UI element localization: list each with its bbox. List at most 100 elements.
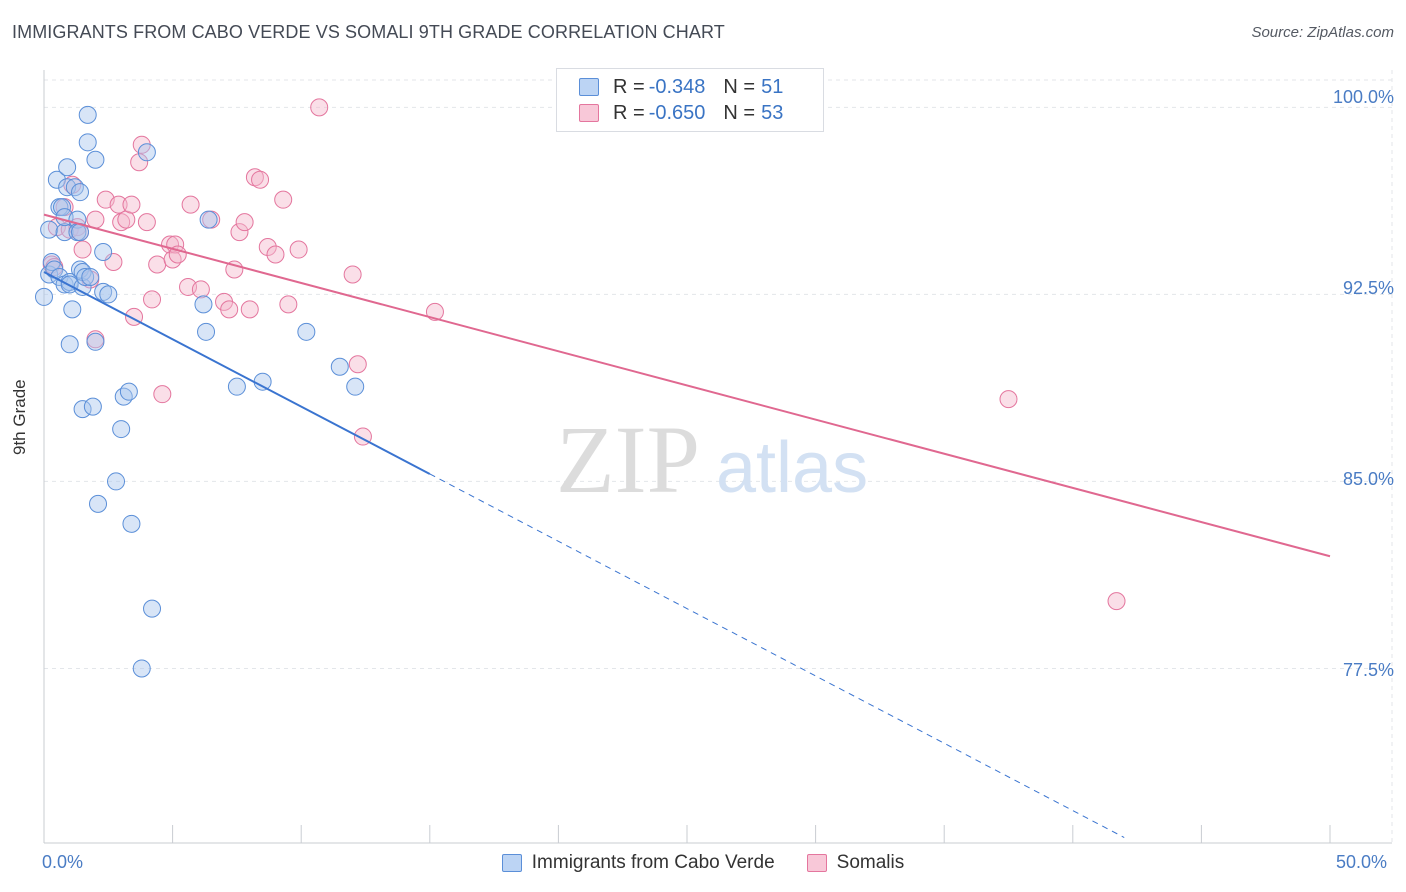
stats-legend: R = -0.348 N = 51 R = -0.650 N = 53 bbox=[556, 68, 824, 132]
data-point bbox=[999, 390, 1018, 409]
data-point bbox=[153, 385, 172, 404]
axes bbox=[43, 70, 1392, 844]
data-point bbox=[73, 240, 92, 259]
data-point bbox=[132, 659, 151, 678]
data-point bbox=[76, 267, 95, 286]
data-point bbox=[137, 143, 156, 162]
data-point bbox=[425, 302, 444, 321]
data-point bbox=[112, 213, 131, 232]
data-point bbox=[94, 282, 113, 301]
data-point bbox=[346, 377, 365, 396]
legend-swatch-pink bbox=[579, 104, 599, 122]
data-point bbox=[117, 210, 136, 229]
data-point bbox=[289, 240, 308, 259]
data-point bbox=[297, 322, 316, 341]
data-point bbox=[137, 213, 156, 232]
data-point bbox=[143, 290, 162, 309]
legend-row-cabo-verde: R = -0.348 N = 51 bbox=[579, 75, 783, 99]
data-point bbox=[240, 300, 259, 319]
legend-item-cabo-verde: Immigrants from Cabo Verde bbox=[501, 852, 775, 874]
legend-r-label: R = bbox=[613, 101, 645, 124]
legend-label-cabo-verde: Immigrants from Cabo Verde bbox=[531, 852, 775, 873]
watermark-atlas: atlas bbox=[716, 428, 868, 508]
x-tick-label-max: 50.0% bbox=[1336, 852, 1388, 872]
data-point bbox=[47, 170, 66, 189]
data-point bbox=[112, 420, 131, 439]
data-point bbox=[40, 220, 59, 239]
data-point bbox=[225, 260, 244, 279]
data-point bbox=[1107, 592, 1126, 611]
data-point bbox=[343, 265, 362, 284]
data-point bbox=[78, 133, 97, 152]
data-point bbox=[258, 238, 277, 257]
legend-n-value: 53 bbox=[761, 101, 784, 124]
legend-item-somalis: Somalis bbox=[806, 852, 905, 874]
data-point bbox=[35, 287, 53, 306]
legend-r-value: -0.650 bbox=[648, 101, 706, 124]
data-point bbox=[63, 300, 82, 319]
data-point bbox=[122, 514, 141, 533]
data-point bbox=[99, 285, 118, 304]
data-point bbox=[251, 170, 270, 189]
data-point bbox=[119, 382, 138, 401]
legend-n-label: N = bbox=[723, 75, 756, 98]
y-tick-label: 77.5% bbox=[1342, 660, 1394, 680]
data-point bbox=[230, 223, 249, 242]
data-point bbox=[86, 332, 105, 351]
data-point bbox=[181, 195, 200, 214]
legend-row-somalis: R = -0.650 N = 53 bbox=[579, 101, 783, 125]
data-point bbox=[114, 387, 133, 406]
data-point bbox=[148, 255, 167, 274]
data-point bbox=[109, 195, 128, 214]
trend-lines bbox=[43, 213, 1331, 838]
y-axis-label: 9th Grade bbox=[10, 379, 29, 455]
data-point bbox=[60, 335, 79, 354]
data-point bbox=[81, 267, 100, 286]
data-point bbox=[71, 183, 90, 202]
data-point bbox=[83, 397, 102, 416]
data-point bbox=[42, 253, 61, 272]
series-legend: Immigrants from Cabo Verde Somalis bbox=[0, 852, 1406, 874]
data-point bbox=[220, 300, 239, 319]
data-point bbox=[274, 190, 293, 209]
y-tick-label: 85.0% bbox=[1342, 469, 1394, 489]
data-point bbox=[58, 158, 77, 177]
watermark-zip: ZIP bbox=[556, 406, 700, 513]
chart-title: IMMIGRANTS FROM CABO VERDE VS SOMALI 9TH… bbox=[12, 22, 725, 42]
legend-label-somalis: Somalis bbox=[836, 852, 905, 873]
legend-swatch-pink bbox=[806, 854, 827, 872]
data-point bbox=[122, 195, 141, 214]
data-point bbox=[163, 250, 182, 269]
data-point bbox=[191, 280, 210, 299]
data-point bbox=[330, 357, 349, 376]
data-point bbox=[253, 372, 272, 391]
data-point bbox=[348, 355, 367, 374]
data-point bbox=[199, 210, 218, 229]
somalis-points bbox=[42, 98, 1126, 611]
x-tick-label-min: 0.0% bbox=[42, 852, 84, 872]
data-point bbox=[94, 243, 113, 262]
data-point bbox=[73, 400, 92, 419]
legend-n-value: 51 bbox=[761, 75, 784, 98]
data-point bbox=[194, 295, 213, 314]
y-tick-label: 100.0% bbox=[1332, 87, 1394, 107]
cabo-verde-points bbox=[35, 105, 365, 678]
data-point bbox=[266, 245, 285, 264]
y-tick-label: 92.5% bbox=[1342, 278, 1394, 298]
trend-line-extension bbox=[429, 473, 1125, 838]
data-point bbox=[86, 210, 105, 229]
data-point bbox=[130, 153, 149, 172]
data-point bbox=[89, 494, 108, 513]
chart-source: Source: ZipAtlas.com bbox=[1251, 24, 1394, 41]
data-point bbox=[245, 168, 264, 187]
data-point bbox=[86, 150, 105, 169]
data-point bbox=[65, 178, 84, 197]
legend-r-label: R = bbox=[613, 75, 645, 98]
data-point bbox=[78, 105, 97, 124]
legend-swatch-blue bbox=[501, 854, 522, 872]
data-point bbox=[235, 213, 254, 232]
legend-swatch-blue bbox=[579, 78, 599, 96]
data-point bbox=[227, 377, 246, 396]
data-point bbox=[197, 322, 216, 341]
